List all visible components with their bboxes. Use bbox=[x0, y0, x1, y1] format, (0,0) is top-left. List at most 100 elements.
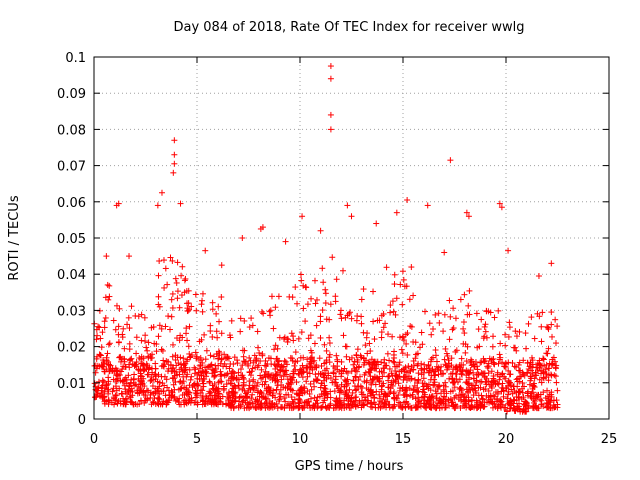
data-point bbox=[201, 331, 208, 338]
data-point bbox=[106, 362, 113, 369]
data-point bbox=[379, 373, 386, 380]
data-point bbox=[311, 277, 318, 284]
data-point bbox=[354, 346, 361, 353]
data-point bbox=[474, 344, 481, 351]
data-point bbox=[276, 366, 283, 373]
data-point bbox=[206, 378, 213, 385]
data-point bbox=[226, 401, 233, 408]
data-point bbox=[404, 400, 411, 407]
data-point bbox=[147, 391, 154, 398]
data-point bbox=[259, 351, 266, 358]
data-point bbox=[274, 345, 281, 352]
data-point bbox=[482, 321, 489, 328]
data-point bbox=[449, 376, 456, 383]
data-point bbox=[361, 394, 368, 401]
data-point bbox=[327, 126, 334, 133]
data-point bbox=[381, 400, 388, 407]
data-point bbox=[96, 351, 103, 358]
data-point bbox=[241, 387, 248, 394]
y-tick-label: 0 bbox=[78, 413, 86, 428]
data-point bbox=[441, 311, 448, 318]
data-point bbox=[296, 392, 303, 399]
y-tick-label: 0.04 bbox=[57, 268, 86, 283]
data-point bbox=[411, 362, 418, 369]
data-point bbox=[171, 160, 178, 167]
data-point bbox=[506, 401, 513, 408]
data-point bbox=[184, 337, 191, 344]
data-point bbox=[334, 383, 341, 390]
data-point bbox=[498, 404, 505, 411]
data-point bbox=[495, 307, 502, 314]
data-point bbox=[538, 379, 545, 386]
data-point bbox=[404, 386, 411, 393]
data-point bbox=[403, 377, 410, 384]
data-point bbox=[492, 403, 499, 410]
data-point bbox=[126, 340, 133, 347]
data-point bbox=[138, 356, 145, 363]
data-point bbox=[303, 364, 310, 371]
data-point bbox=[193, 355, 200, 362]
data-point bbox=[185, 287, 192, 294]
data-point bbox=[542, 395, 549, 402]
data-point bbox=[544, 323, 551, 330]
data-point bbox=[280, 363, 287, 370]
x-tick-label: 25 bbox=[601, 432, 618, 447]
data-point bbox=[460, 319, 467, 326]
data-point bbox=[428, 331, 435, 338]
data-point bbox=[235, 369, 242, 376]
data-point bbox=[404, 393, 411, 400]
data-point bbox=[182, 275, 189, 282]
data-point bbox=[319, 307, 326, 314]
data-point bbox=[237, 328, 244, 335]
data-point bbox=[188, 303, 195, 310]
data-point bbox=[343, 343, 350, 350]
data-point bbox=[257, 225, 264, 232]
data-point bbox=[480, 386, 487, 393]
data-point bbox=[155, 272, 162, 279]
data-point bbox=[367, 366, 374, 373]
data-point bbox=[291, 362, 298, 369]
data-point bbox=[172, 397, 179, 404]
data-point bbox=[121, 356, 128, 363]
data-point bbox=[192, 389, 199, 396]
data-point bbox=[183, 400, 190, 407]
data-point bbox=[522, 330, 529, 337]
data-point bbox=[191, 380, 198, 387]
data-point bbox=[182, 366, 189, 373]
data-point bbox=[180, 355, 187, 362]
data-point bbox=[140, 367, 147, 374]
data-point bbox=[295, 335, 302, 342]
data-point bbox=[415, 370, 422, 377]
data-point bbox=[275, 293, 282, 300]
data-point bbox=[466, 287, 473, 294]
data-point bbox=[202, 356, 209, 363]
data-point bbox=[318, 363, 325, 370]
data-point bbox=[296, 371, 303, 378]
data-point bbox=[287, 354, 294, 361]
data-point bbox=[414, 350, 421, 357]
data-point bbox=[358, 313, 365, 320]
data-point bbox=[191, 370, 198, 377]
data-point bbox=[459, 402, 466, 409]
data-point bbox=[115, 339, 122, 346]
data-point bbox=[276, 334, 283, 341]
data-point bbox=[199, 387, 206, 394]
data-point bbox=[183, 330, 190, 337]
data-point bbox=[185, 388, 192, 395]
data-point bbox=[472, 382, 479, 389]
data-point bbox=[505, 388, 512, 395]
data-point bbox=[517, 389, 524, 396]
data-point bbox=[321, 367, 328, 374]
y-tick-label: 0.07 bbox=[57, 160, 86, 175]
data-point bbox=[284, 339, 291, 346]
data-point bbox=[513, 333, 520, 340]
data-point bbox=[240, 379, 247, 386]
data-point bbox=[372, 401, 379, 408]
data-point bbox=[430, 399, 437, 406]
data-point bbox=[312, 371, 319, 378]
data-point bbox=[308, 386, 315, 393]
data-point bbox=[527, 373, 534, 380]
data-point bbox=[225, 389, 232, 396]
data-point bbox=[128, 355, 135, 362]
data-point bbox=[458, 397, 465, 404]
